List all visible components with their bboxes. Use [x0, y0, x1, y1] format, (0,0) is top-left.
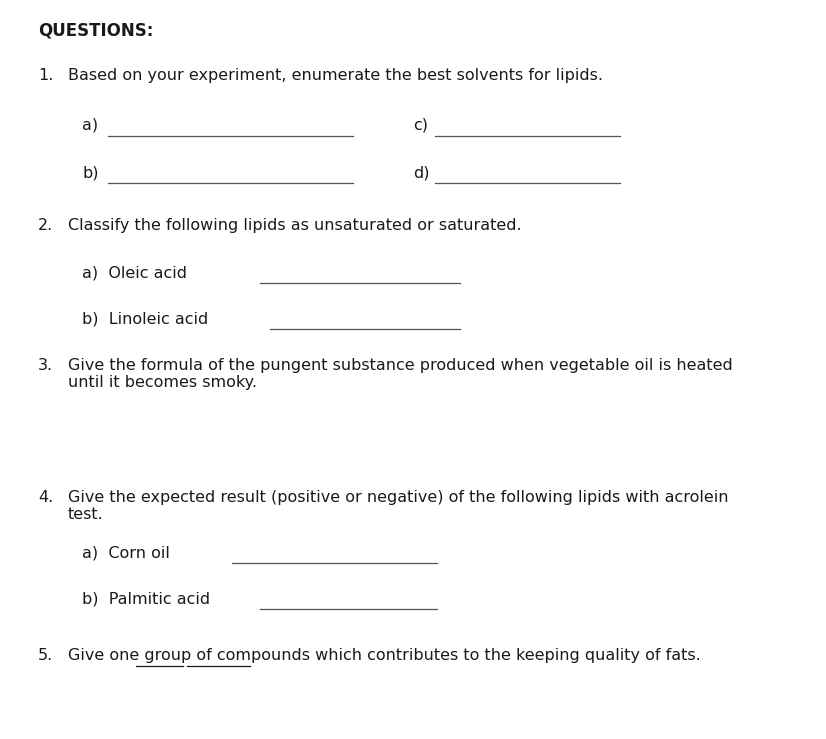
Text: QUESTIONS:: QUESTIONS:: [38, 22, 154, 40]
Text: a)  Oleic acid: a) Oleic acid: [82, 265, 187, 280]
Text: a)  Corn oil: a) Corn oil: [82, 545, 170, 560]
Text: c): c): [413, 118, 428, 133]
Text: Based on your experiment, enumerate the best solvents for lipids.: Based on your experiment, enumerate the …: [68, 68, 603, 83]
Text: b)  Palmitic acid: b) Palmitic acid: [82, 591, 210, 606]
Text: 4.: 4.: [38, 490, 53, 505]
Text: Give the formula of the pungent substance produced when vegetable oil is heated
: Give the formula of the pungent substanc…: [68, 358, 733, 390]
Text: 2.: 2.: [38, 218, 53, 233]
Text: 1.: 1.: [38, 68, 54, 83]
Text: Give the expected result (positive or negative) of the following lipids with acr: Give the expected result (positive or ne…: [68, 490, 729, 522]
Text: b): b): [82, 165, 98, 180]
Text: b)  Linoleic acid: b) Linoleic acid: [82, 311, 208, 326]
Text: Give one group of compounds which contributes to the keeping quality of fats.: Give one group of compounds which contri…: [68, 648, 700, 663]
Text: Classify the following lipids as unsaturated or saturated.: Classify the following lipids as unsatur…: [68, 218, 522, 233]
Text: a): a): [82, 118, 98, 133]
Text: 3.: 3.: [38, 358, 53, 373]
Text: d): d): [413, 165, 430, 180]
Text: 5.: 5.: [38, 648, 53, 663]
